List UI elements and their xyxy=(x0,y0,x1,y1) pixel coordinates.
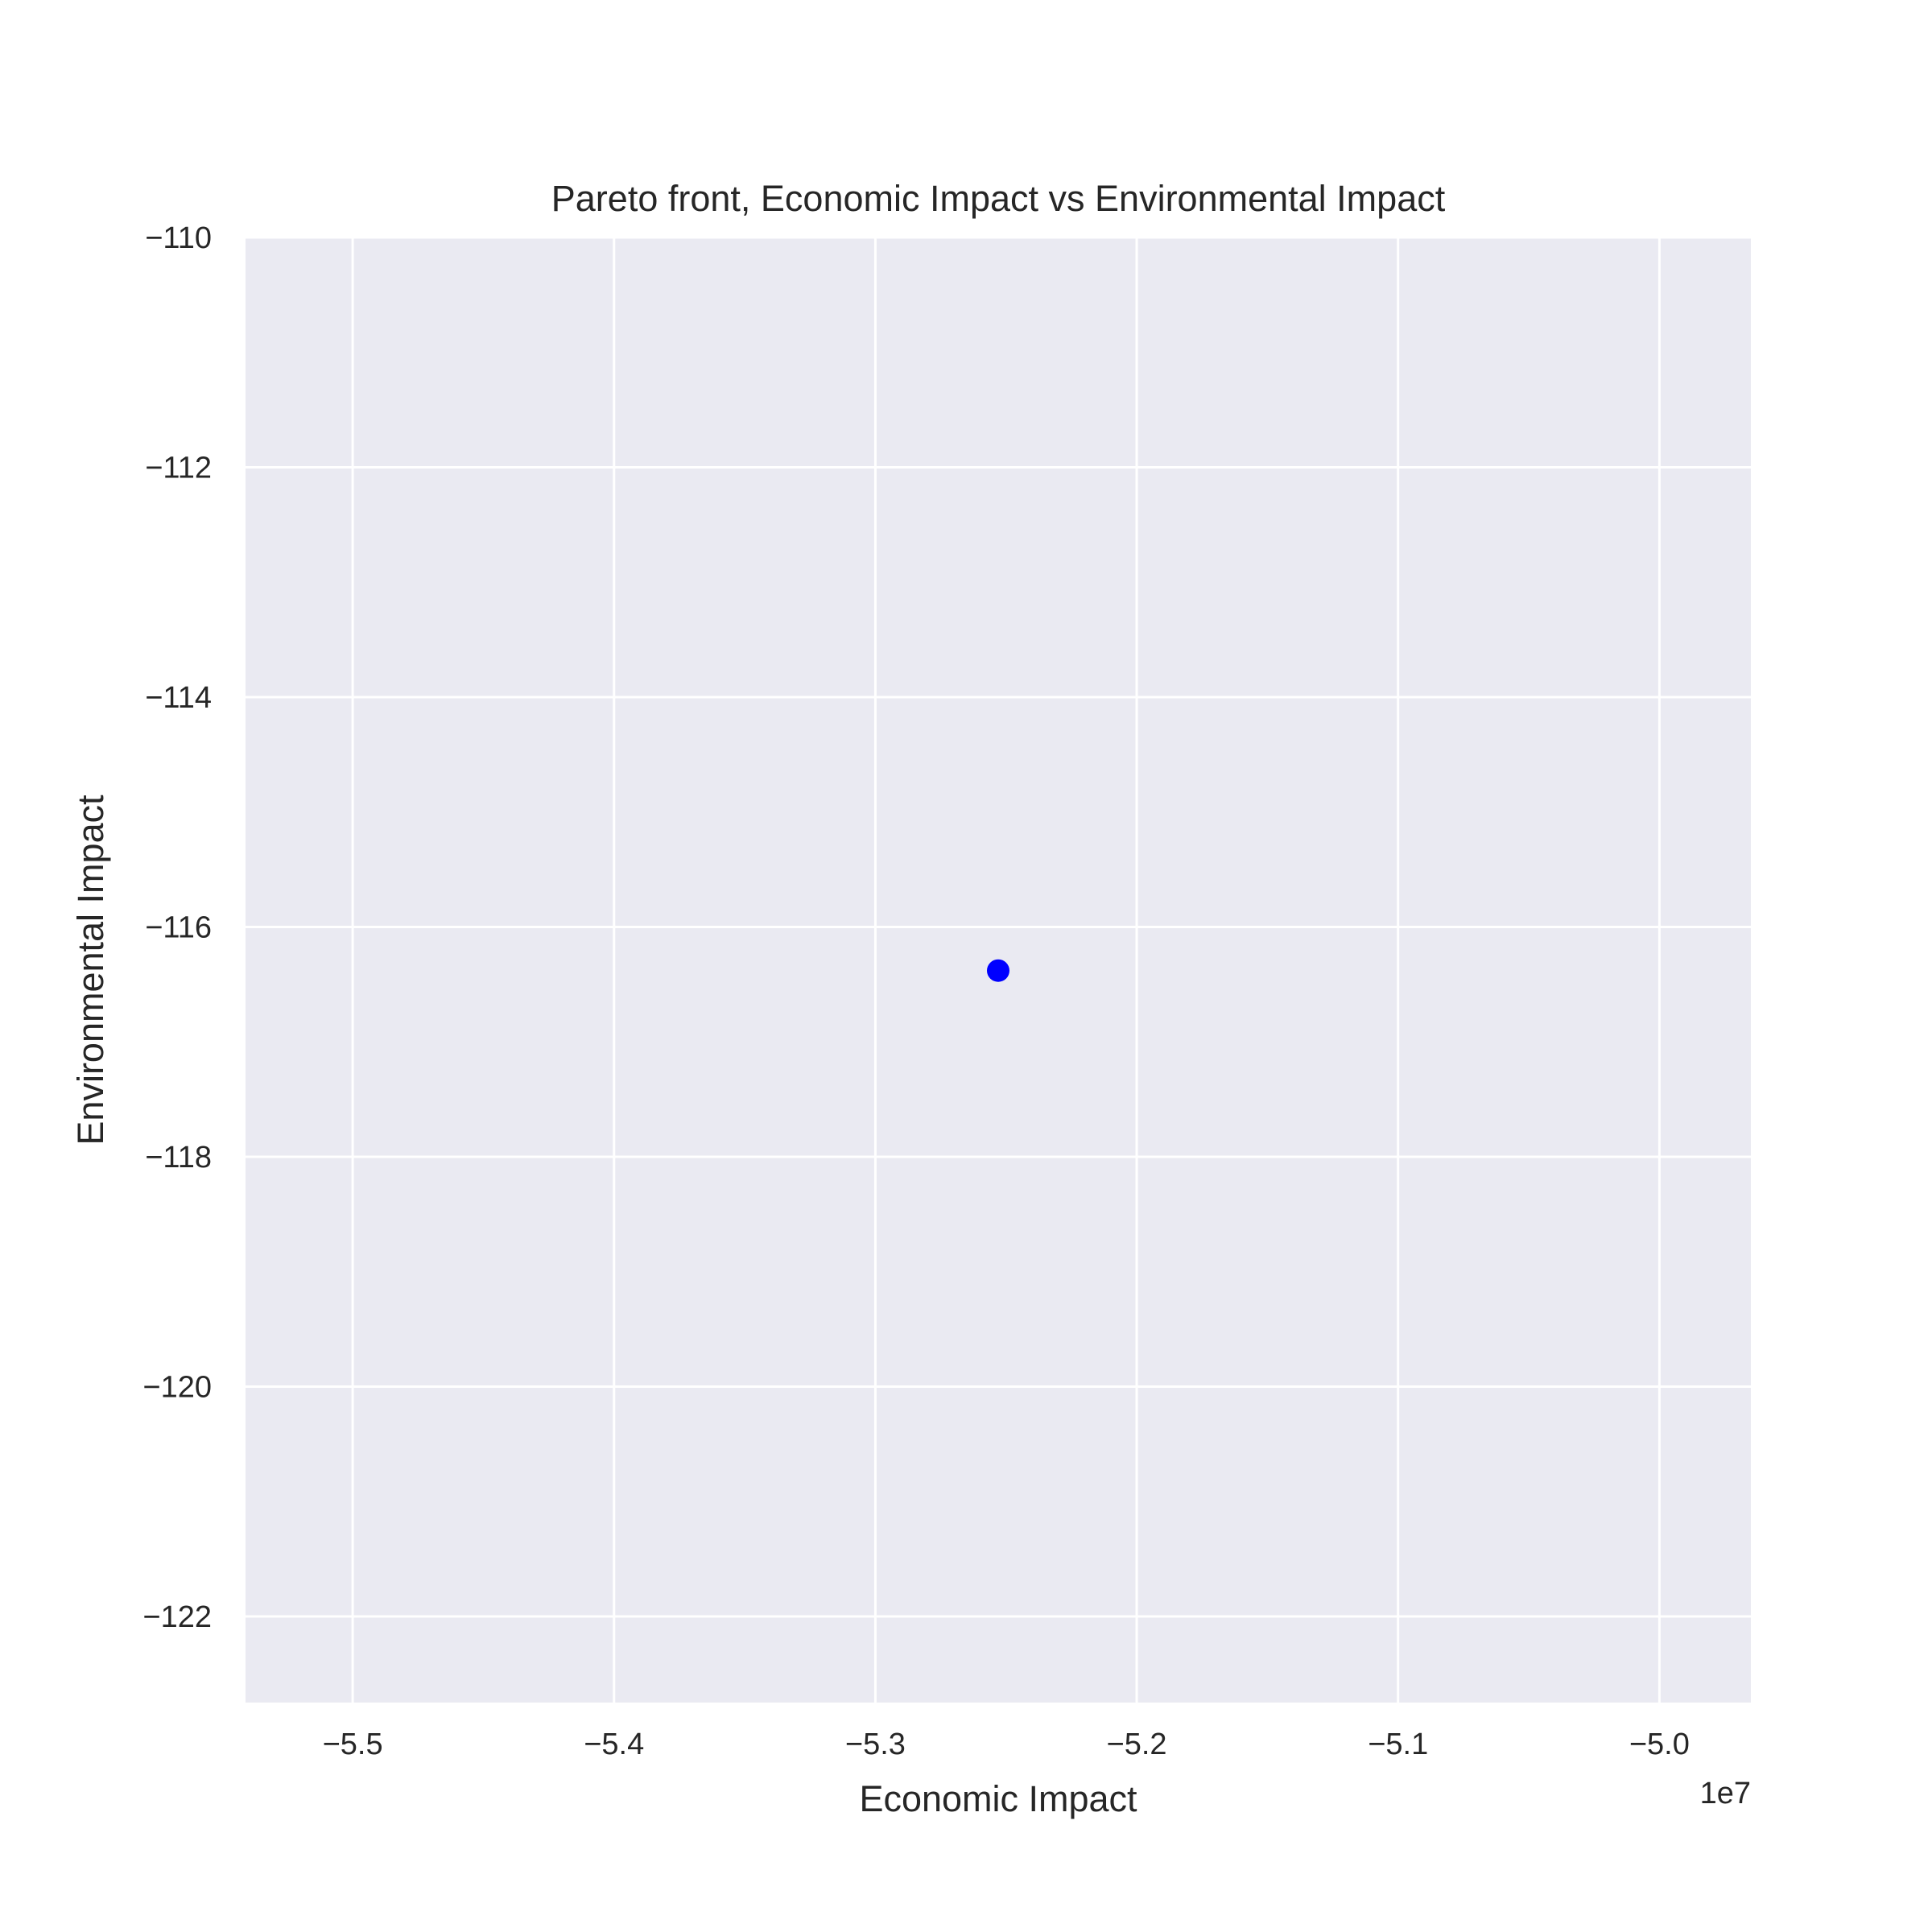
grid-lines xyxy=(246,236,1751,1703)
x-tick-label: −5.2 xyxy=(1107,1728,1167,1761)
data-point xyxy=(987,959,1009,982)
y-tick-label: −118 xyxy=(145,1141,212,1174)
y-tick-labels: −110 −112 −114 −116 −118 −120 −122 xyxy=(142,221,212,1634)
y-axis-label: Environmental Impact xyxy=(70,795,111,1146)
x-tick-labels: −5.5 −5.4 −5.3 −5.2 −5.1 −5.0 xyxy=(323,1728,1690,1761)
x-tick-label: −5.3 xyxy=(845,1728,906,1761)
x-tick-label: −5.4 xyxy=(584,1728,644,1761)
y-tick-label: −114 xyxy=(145,681,212,715)
y-tick-label: −122 xyxy=(142,1600,212,1634)
data-points xyxy=(987,959,1009,982)
y-tick-label: −120 xyxy=(142,1370,212,1404)
y-tick-label: −112 xyxy=(145,451,212,485)
x-tick-label: −5.5 xyxy=(323,1728,383,1761)
y-tick-label: −116 xyxy=(145,910,212,944)
x-tick-label: −5.0 xyxy=(1629,1728,1690,1761)
x-axis-label: Economic Impact xyxy=(859,1778,1137,1819)
y-tick-label: −110 xyxy=(145,221,212,255)
x-tick-label: −5.1 xyxy=(1368,1728,1428,1761)
chart-title: Pareto front, Economic Impact vs Environ… xyxy=(551,178,1446,219)
x-axis-offset-label: 1e7 xyxy=(1700,1777,1751,1810)
